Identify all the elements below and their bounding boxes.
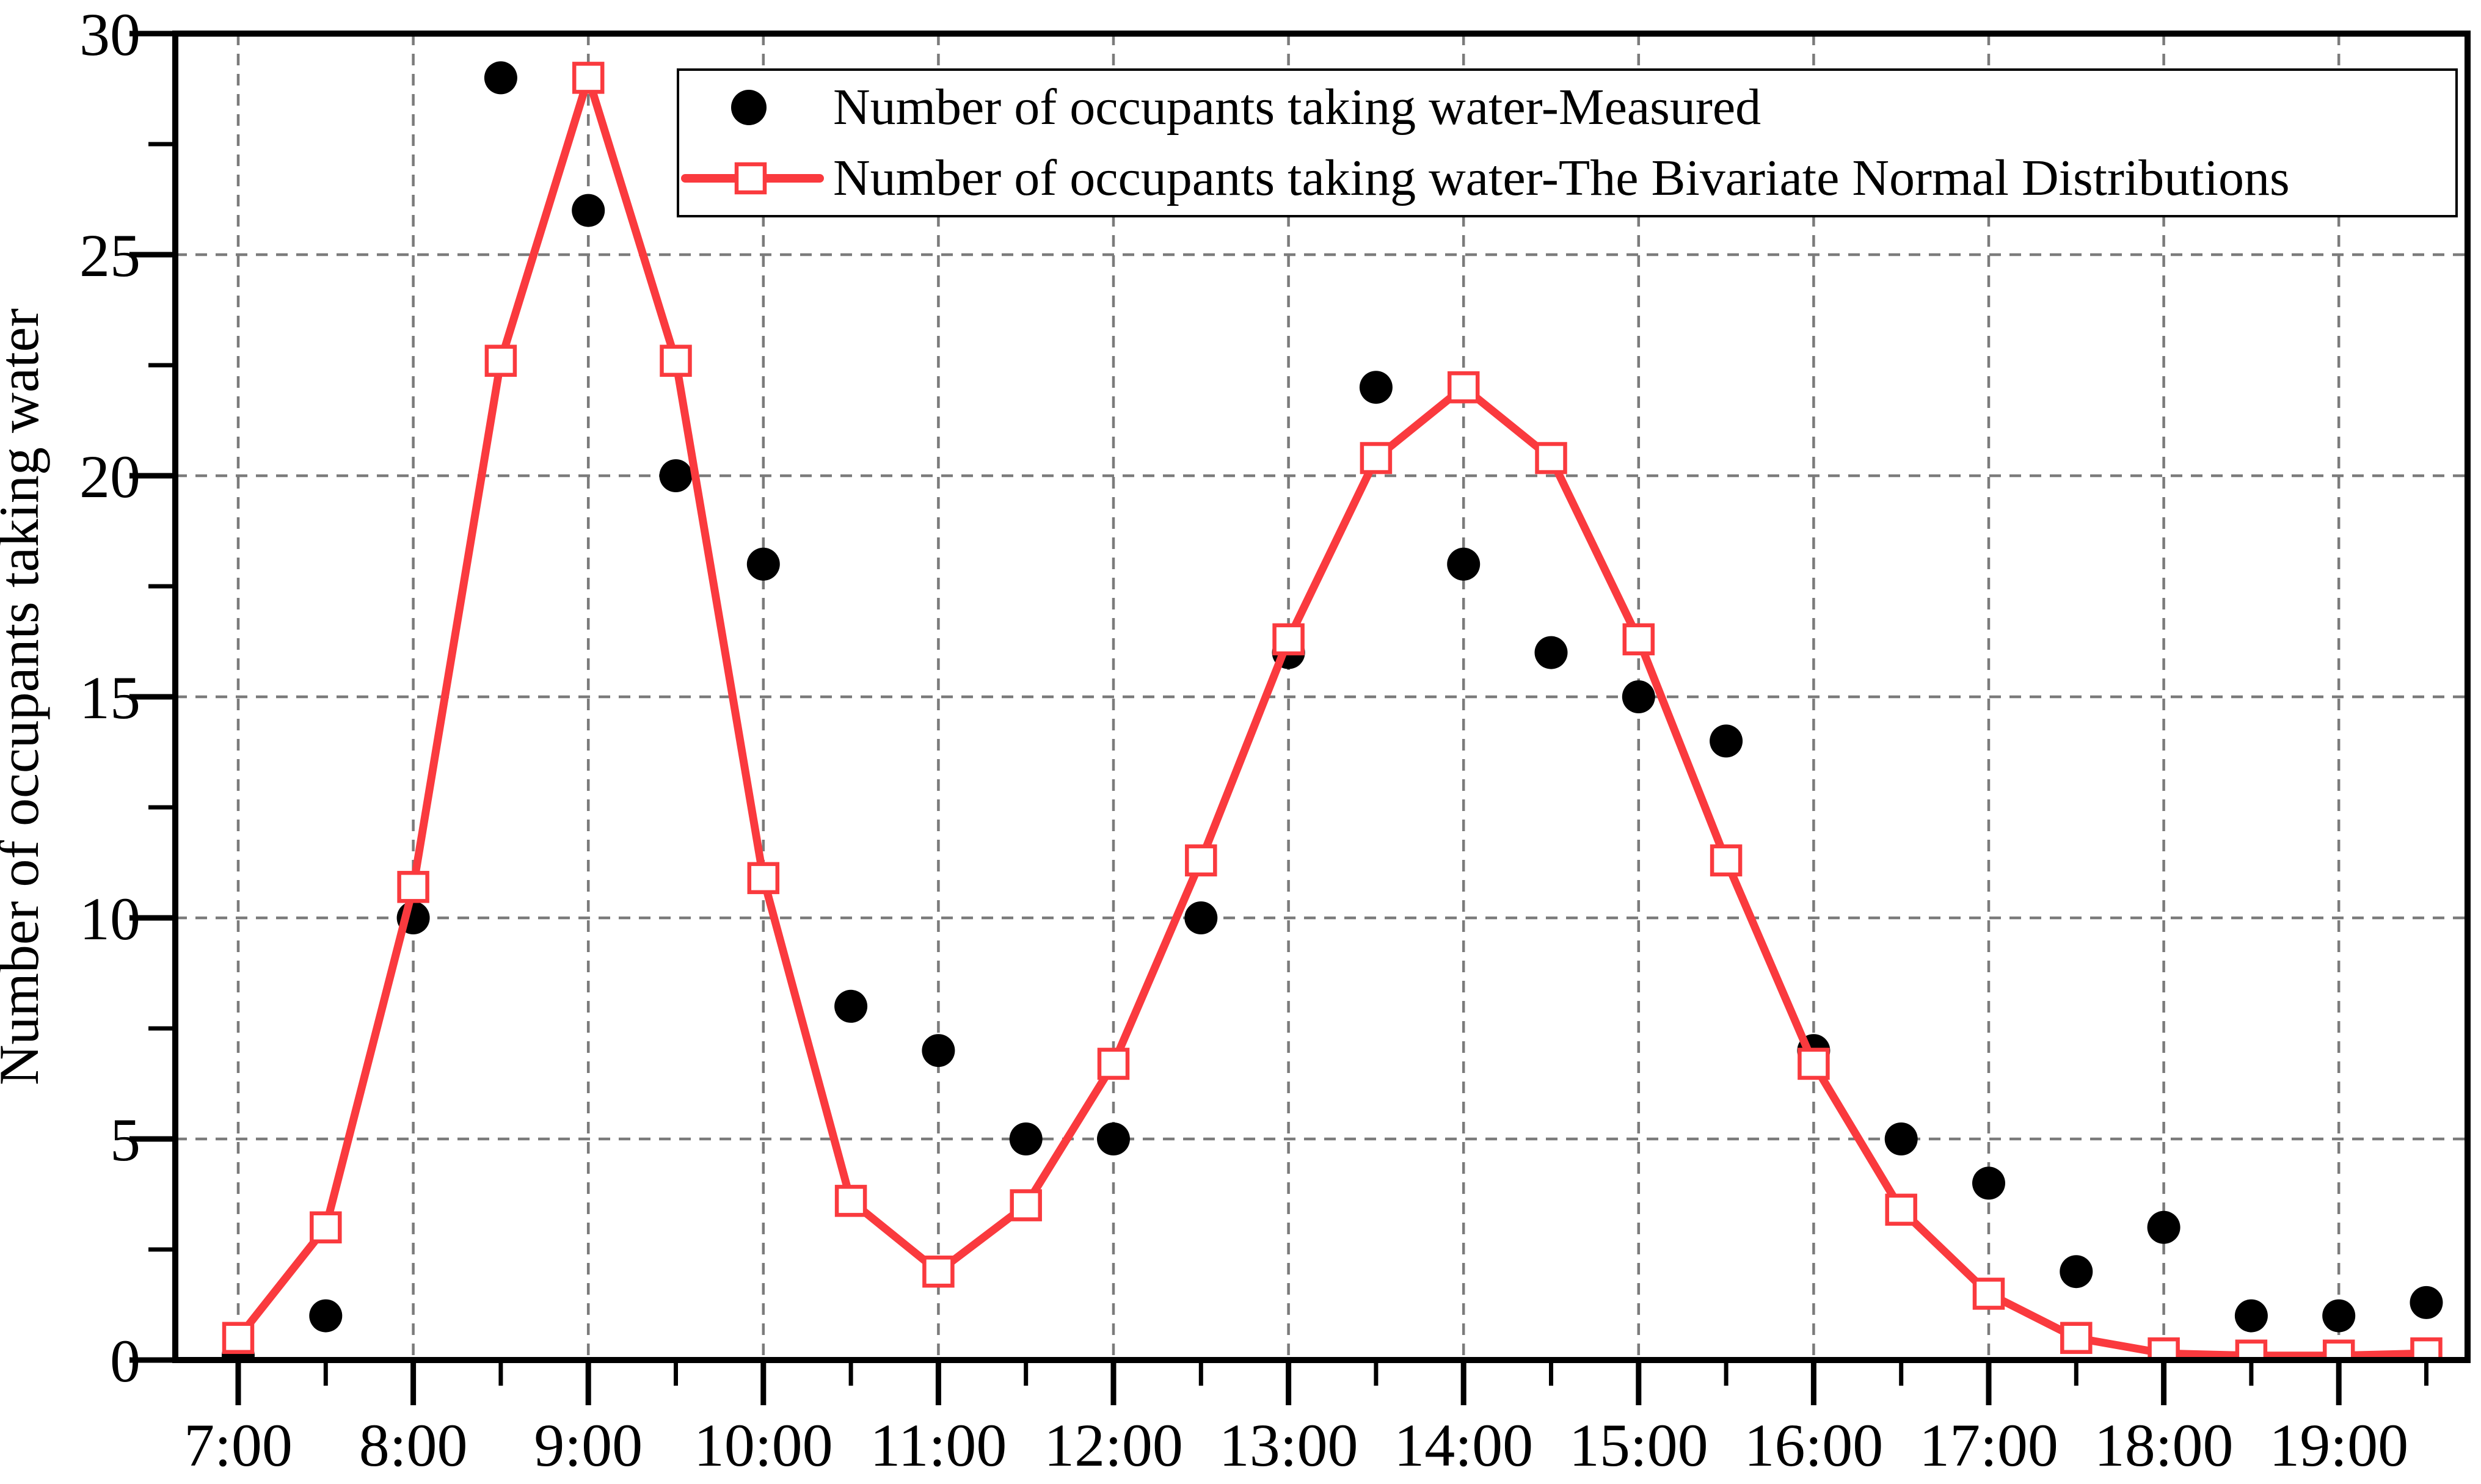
measured-point: [1534, 636, 1568, 669]
measured-point: [1884, 1122, 1918, 1155]
legend-measured-marker: [731, 90, 767, 125]
measured-point: [1184, 901, 1218, 934]
model-point: [1185, 844, 1217, 877]
model-point: [1972, 1278, 2005, 1310]
x-axis-tick-label: 14:00: [1394, 1411, 1533, 1479]
measured-point: [2060, 1255, 2093, 1289]
measured-point: [572, 194, 605, 227]
measured-point: [1972, 1166, 2005, 1200]
axis-ticks: [129, 31, 2428, 1405]
model-point: [572, 62, 605, 94]
y-axis-tick-label: 25: [79, 222, 140, 289]
y-axis-tick-label: 0: [110, 1327, 140, 1395]
x-axis-tick-label: 11:00: [870, 1411, 1007, 1479]
model-point: [2235, 1339, 2268, 1360]
y-axis-tick-label: 10: [79, 885, 140, 953]
plot-frame: [172, 31, 2471, 1363]
model-point: [1010, 1189, 1042, 1221]
model-point: [2060, 1322, 2093, 1355]
x-axis-tick-label: 18:00: [2094, 1411, 2234, 1479]
measured-point: [2322, 1299, 2356, 1333]
y-axis-title: Number of occupants taking water: [0, 308, 50, 1085]
x-axis-tick-label: 7:00: [184, 1411, 293, 1479]
model-point: [310, 1211, 342, 1244]
measured-point: [922, 1034, 955, 1068]
measured-point: [309, 1299, 343, 1333]
open-square-line-icon: [681, 162, 824, 195]
x-axis-tick-label: 8:00: [359, 1411, 468, 1479]
measured-point: [2234, 1299, 2268, 1333]
model-series: [222, 62, 2443, 1360]
legend-model-marker: [734, 162, 767, 195]
filled-circle-icon: [731, 90, 767, 125]
model-point: [1710, 844, 1743, 877]
model-point: [2322, 1339, 2355, 1360]
measured-point: [484, 61, 517, 95]
y-axis-tick-label: 15: [79, 664, 140, 732]
legend-item-model: Number of occupants taking water-The Biv…: [680, 143, 2455, 214]
x-axis-tick-label: 10:00: [694, 1411, 833, 1479]
model-point: [660, 344, 692, 377]
measured-series: [222, 61, 2443, 1360]
measured-point: [659, 459, 693, 492]
y-axis-labels: 0 5 10 15 20 25 30: [79, 1, 140, 1395]
legend-measured-label: Number of occupants taking water-Measure…: [833, 79, 1761, 136]
model-point: [1097, 1047, 1130, 1080]
model-point: [747, 862, 780, 895]
model-point: [2148, 1337, 2180, 1360]
model-line: [235, 73, 2427, 1360]
x-axis-tick-label: 12:00: [1044, 1411, 1183, 1479]
model-point: [1885, 1193, 1917, 1226]
model-point: [1272, 623, 1305, 656]
x-axis-labels: 7:00 8:00 9:00 10:00 11:00 12:00 13:00 14:00 15:…: [184, 1411, 2408, 1479]
measured-point: [1097, 1122, 1130, 1155]
x-axis-tick-label: 13:00: [1219, 1411, 1358, 1479]
model-point: [922, 1255, 955, 1288]
measured-point: [1009, 1122, 1043, 1155]
measured-point: [834, 989, 868, 1023]
model-point: [397, 871, 429, 903]
model-point: [1622, 623, 1655, 656]
y-axis-tick-label: 5: [110, 1106, 140, 1174]
measured-point: [746, 547, 780, 581]
model-point: [484, 344, 517, 377]
model-point: [2410, 1337, 2443, 1360]
measured-point: [1447, 547, 1481, 581]
legend-item-measured: Number of occupants taking water-Measure…: [680, 72, 2455, 143]
model-point: [222, 1322, 255, 1355]
x-axis-tick-label: 15:00: [1569, 1411, 1708, 1479]
model-point: [834, 1185, 867, 1217]
model-point: [1798, 1047, 1830, 1080]
y-axis-tick-label: 20: [79, 443, 140, 511]
x-axis-tick-label: 9:00: [534, 1411, 643, 1479]
measured-point: [2147, 1210, 2180, 1244]
measured-point: [1359, 371, 1393, 404]
measured-point: [1622, 680, 1655, 713]
measured-point: [1710, 724, 1743, 758]
y-axis-tick-label: 30: [79, 1, 140, 68]
gridlines: [175, 34, 2468, 1360]
x-axis-tick-label: 19:00: [2269, 1411, 2408, 1479]
model-point: [1360, 442, 1393, 475]
model-point: [1535, 442, 1567, 475]
legend-model-label: Number of occupants taking water-The Biv…: [833, 150, 2290, 206]
x-axis-tick-label: 17:00: [1919, 1411, 2058, 1479]
model-point: [1447, 371, 1480, 404]
legend: Number of occupants taking water-Measure…: [677, 68, 2458, 217]
x-axis-tick-label: 16:00: [1744, 1411, 1884, 1479]
measured-point: [2410, 1286, 2443, 1319]
